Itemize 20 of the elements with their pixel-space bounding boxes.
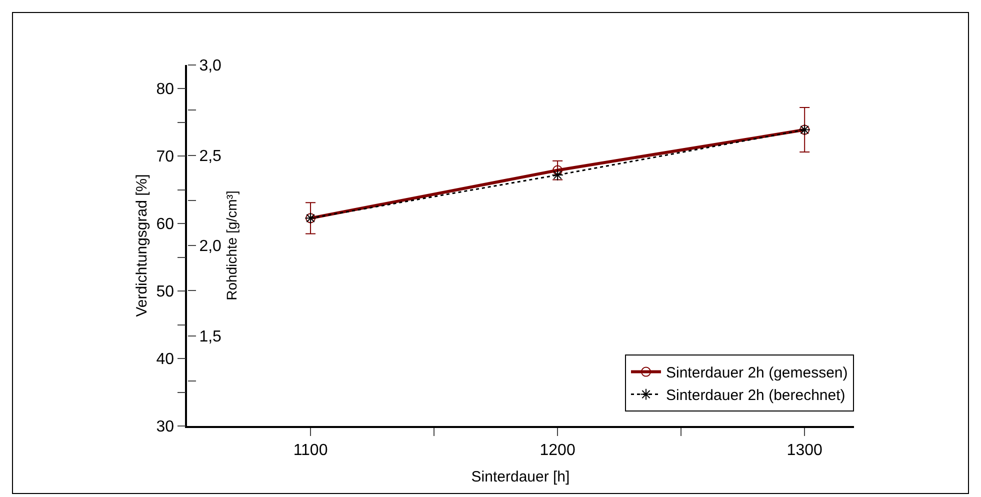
y2-axis-title: Rohdichte [g/cm³]	[224, 190, 240, 300]
x-tick-label: 1100	[293, 442, 328, 459]
y-tick-label: 40	[156, 351, 174, 368]
point	[552, 169, 564, 181]
y2-tick-label: 1,5	[199, 328, 222, 346]
y-tick-label: 80	[156, 81, 174, 98]
x-tick-label: 1200	[540, 442, 576, 459]
y-axis-title: Verdichtungsgrad [%]	[134, 174, 150, 317]
legend-label: Sinterdauer 2h (gemessen)	[666, 364, 848, 382]
point	[552, 165, 563, 176]
y-tick-label: 70	[156, 148, 174, 166]
x-axis-title: Sinterdauer [h]	[471, 468, 570, 486]
y-tick-label: 30	[156, 418, 174, 436]
y-tick-label: 50	[156, 284, 174, 301]
legend-label: Sinterdauer 2h (berechnet)	[666, 387, 846, 404]
x-tick-label: 1300	[786, 442, 822, 459]
y2-tick-label: 2,0	[199, 238, 222, 256]
y2-tick-label: 2,5	[199, 148, 222, 165]
y-tick-label: 60	[156, 216, 174, 234]
y2-tick-label: 3,0	[199, 58, 222, 75]
